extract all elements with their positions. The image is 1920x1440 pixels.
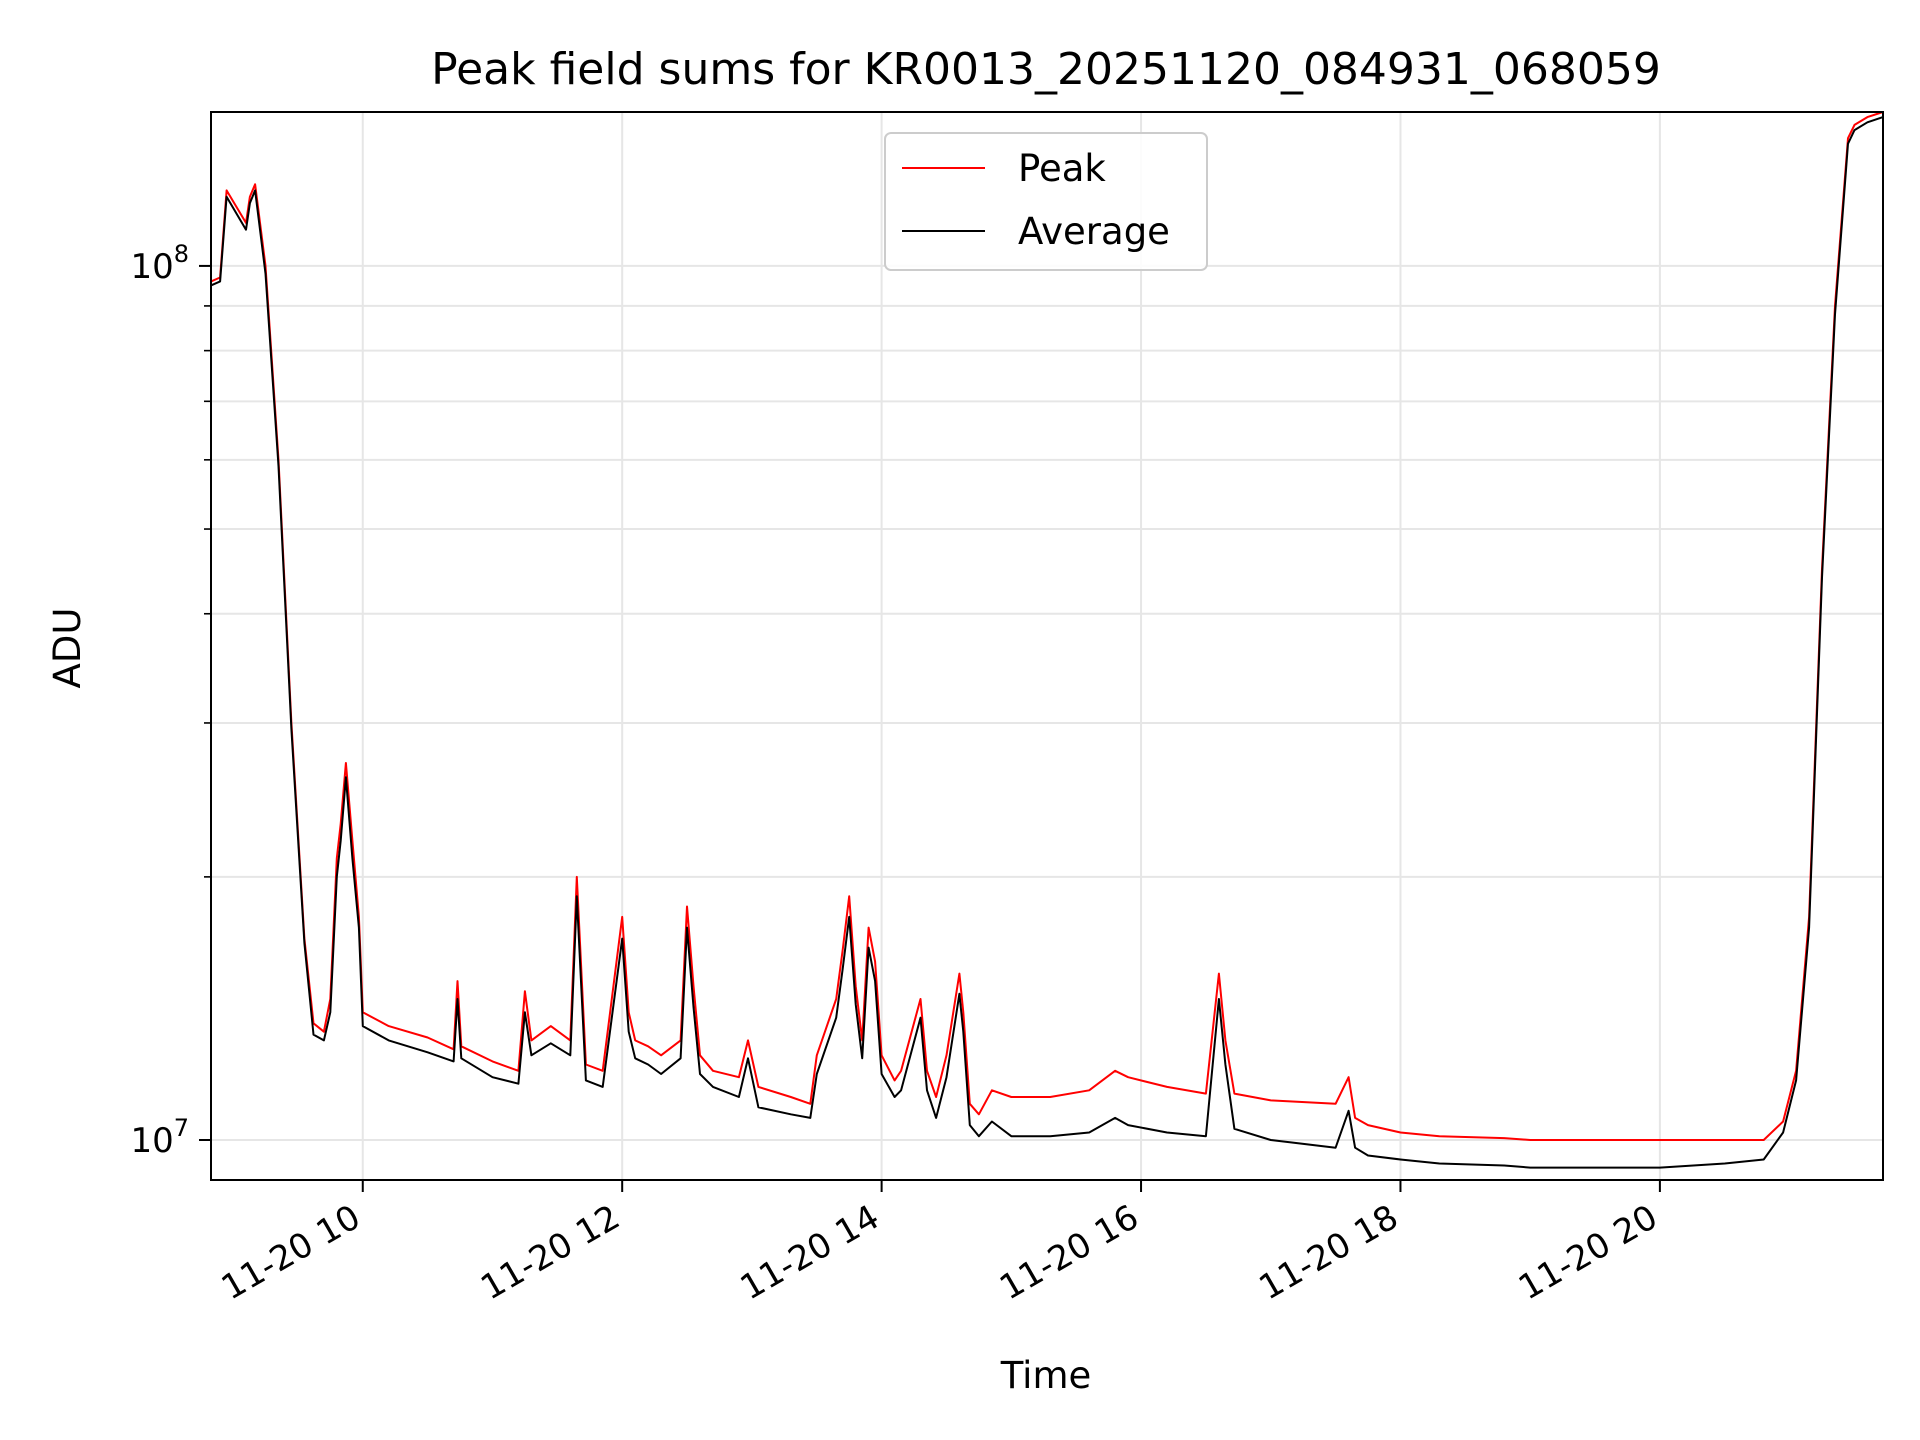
x-tick-label: 11-20 16: [993, 1197, 1145, 1308]
x-tick-label: 11-20 18: [1253, 1197, 1405, 1308]
chart-title: Peak field sums for KR0013_20251120_0849…: [431, 44, 1661, 95]
plot-area: [210, 111, 1884, 1181]
series-line-peak: [210, 111, 1884, 1141]
x-tick-label: 11-20 12: [474, 1197, 626, 1308]
plot-frame: [210, 111, 1884, 1181]
legend: Peak Average: [884, 132, 1208, 271]
y-axis: 107 108: [130, 240, 211, 1161]
x-axis-label: Time: [1000, 1354, 1092, 1397]
y-tick-label: 108: [130, 240, 189, 287]
legend-label-peak: Peak: [1018, 147, 1106, 190]
legend-label-average: Average: [1018, 210, 1170, 253]
x-tick-label: 11-20 10: [215, 1197, 367, 1308]
series-layer: [210, 111, 1884, 1169]
y-axis-label: ADU: [46, 608, 89, 689]
x-tick-label: 11-20 14: [734, 1197, 886, 1308]
x-tick-label: 11-20 20: [1512, 1197, 1664, 1308]
plot-background: [211, 112, 1883, 1180]
x-axis: 11-20 10 11-20 12 11-20 14 11-20 16 11-20 18…: [215, 1180, 1664, 1308]
series-line-average: [210, 116, 1884, 1169]
grid: [211, 112, 1883, 1180]
y-tick-label: 107: [130, 1114, 189, 1161]
